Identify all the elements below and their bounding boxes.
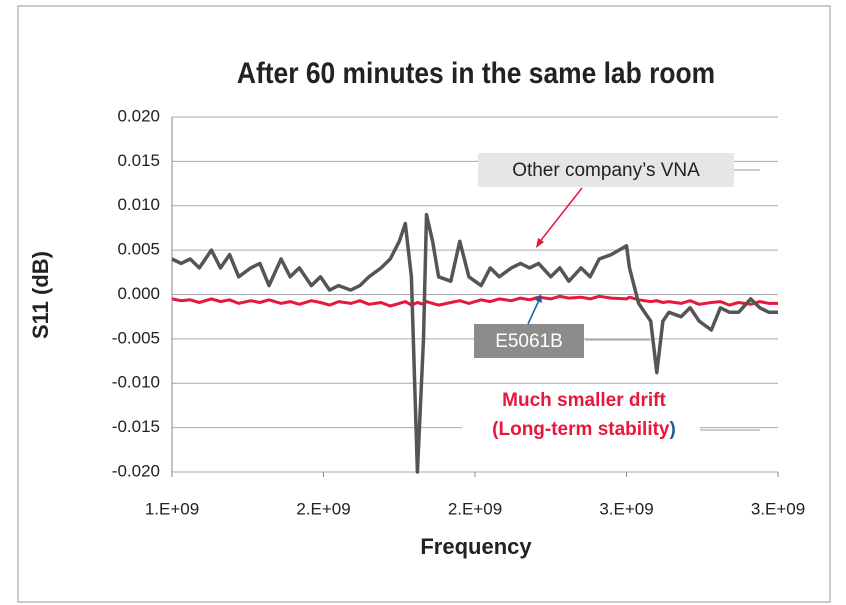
label-box [478,153,734,187]
x-tick-label: 3.E+09 [599,499,653,518]
annotation: Much smaller drift [502,390,666,411]
y-tick-label: -0.010 [112,373,160,392]
y-tick-label: 0.005 [117,240,160,259]
y-tick-label: 0.010 [117,195,160,214]
x-tick-label: 3.E+09 [751,499,805,518]
arrow-head [535,294,542,303]
arrow [537,187,583,245]
annotation: (Long-term stability) [492,419,676,440]
grid: 0.020 0.015 0.010 0.005 0.000 -0.005 -0.010 -0.… [112,106,805,518]
arrow-head [536,238,544,248]
annotation: ) [670,419,676,440]
x-axis-label: Frequency [420,534,532,559]
label-box [474,324,584,358]
y-tick-label: -0.015 [112,417,160,436]
x-tick-label: 1.E+09 [145,499,199,518]
y-axis-label: S11 (dB) [28,251,53,339]
series-line [171,294,778,308]
annotation-box [462,384,700,446]
y-tick-label: -0.005 [112,328,160,347]
y-tick-label: 0.020 [117,106,160,125]
series-line [171,212,778,474]
plot [171,212,778,474]
chart-title: After 60 minutes in the same lab room [237,55,715,89]
series-label: Other company’s VNA [512,160,700,181]
x-tick-label: 2.E+09 [448,499,502,518]
y-tick-label: 0.000 [117,284,160,303]
arrow [527,297,541,325]
x-tick-label: 2.E+09 [296,499,350,518]
y-tick-label: -0.020 [112,461,160,480]
y-tick-label: 0.015 [117,151,160,170]
series-label: E5061B [495,331,563,352]
annotation: (Long-term stability [492,419,670,440]
